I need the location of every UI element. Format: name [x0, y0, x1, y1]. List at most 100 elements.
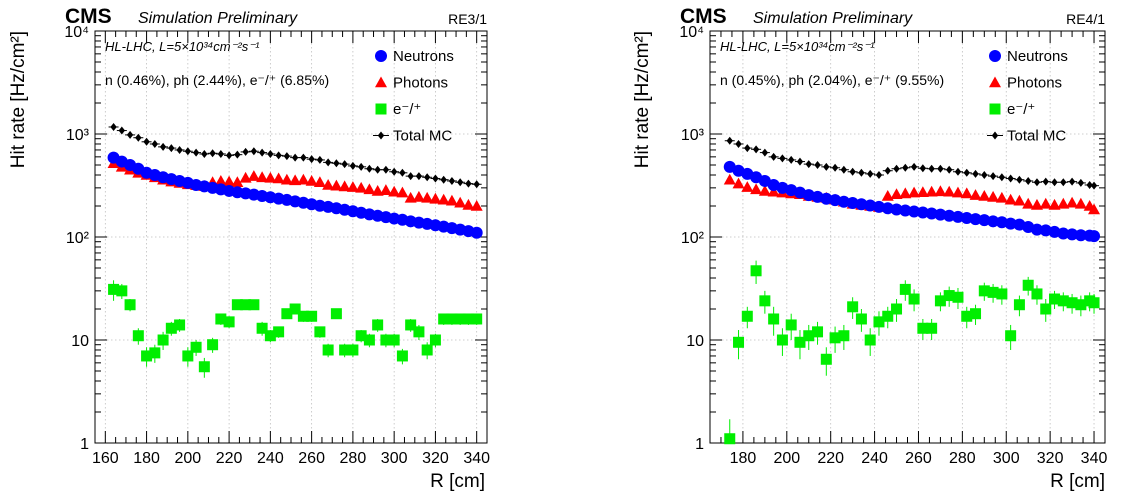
data-point: [1005, 330, 1017, 342]
data-point: [297, 173, 310, 185]
data-point: [231, 176, 244, 188]
data-point: [313, 176, 326, 188]
data-point: [951, 210, 964, 223]
data-point: [779, 154, 786, 163]
data-point: [1016, 175, 1023, 184]
data-point: [256, 171, 269, 183]
data-point: [281, 308, 293, 320]
data-point: [201, 149, 208, 158]
subtitle-label: Simulation Preliminary: [753, 10, 913, 27]
data-point: [390, 167, 398, 176]
y-tick-label: 10: [686, 333, 704, 350]
data-point: [159, 142, 167, 151]
data-point: [750, 183, 763, 195]
data-point: [891, 303, 903, 315]
data-point: [215, 313, 227, 325]
x-tick-label: 280: [949, 450, 976, 467]
data-point: [300, 153, 307, 162]
data-point: [379, 184, 392, 195]
data-point: [470, 199, 483, 211]
data-point: [108, 283, 120, 295]
data-point: [448, 176, 456, 185]
data-point: [890, 203, 903, 216]
data-point: [723, 173, 736, 185]
data-point: [322, 344, 334, 356]
data-point: [217, 149, 225, 158]
data-point: [388, 185, 401, 197]
x-tick-label: 240: [257, 450, 284, 467]
data-point: [954, 167, 962, 176]
data-point: [118, 126, 126, 135]
x-tick-label: 260: [905, 450, 932, 467]
y-axis-title: Hit rate [Hz/cm²]: [8, 31, 29, 168]
data-point: [421, 344, 433, 356]
data-point: [209, 149, 216, 158]
data-point: [396, 186, 409, 198]
luminosity-label: HL-LHC, L=5×10³⁴cm⁻²s⁻¹: [105, 39, 260, 54]
data-point: [902, 163, 909, 172]
data-point: [858, 168, 865, 177]
data-point: [1057, 197, 1070, 209]
data-point: [116, 285, 128, 297]
legend-entry: Neutrons: [375, 48, 454, 65]
data-point: [110, 122, 117, 131]
legend-label: e⁻/⁺: [1007, 101, 1035, 118]
data-point: [454, 196, 467, 208]
data-point: [744, 144, 751, 153]
x-tick-label: 180: [133, 450, 160, 467]
experiment-label: CMS: [65, 5, 112, 28]
data-point: [1066, 196, 1079, 208]
data-point: [987, 190, 1000, 202]
data-point: [176, 145, 183, 154]
data-point: [917, 322, 929, 334]
data-point: [733, 336, 745, 348]
data-point: [767, 185, 780, 197]
data-point: [149, 347, 161, 359]
x-tick-label: 340: [463, 450, 490, 467]
data-point: [264, 330, 276, 342]
data-point: [347, 344, 359, 356]
data-point: [382, 165, 390, 174]
data-point: [1066, 297, 1078, 309]
data-point: [445, 194, 458, 206]
data-point: [875, 170, 883, 179]
data-point: [126, 130, 134, 139]
data-point: [346, 181, 359, 192]
data-point: [943, 290, 955, 302]
data-point: [987, 215, 1000, 228]
data-point: [972, 169, 979, 178]
data-point: [978, 285, 990, 297]
data-point: [1030, 198, 1043, 210]
data-point: [413, 326, 425, 338]
data-point: [355, 181, 368, 193]
data-point: [465, 179, 472, 188]
legend-entry: Photons: [375, 75, 448, 92]
data-point: [462, 198, 475, 210]
data-point: [1033, 178, 1041, 187]
data-point: [308, 155, 315, 164]
data-point: [899, 283, 911, 295]
data-point: [916, 206, 929, 219]
series-e: [108, 280, 483, 378]
data-point: [1040, 303, 1052, 315]
legend-marker: [377, 131, 385, 140]
data-point: [184, 147, 192, 156]
data-point: [873, 316, 885, 328]
data-point: [473, 180, 480, 189]
data-point: [803, 330, 815, 342]
data-point: [768, 313, 780, 325]
data-point: [250, 147, 258, 156]
data-point: [1057, 295, 1069, 307]
x-tick-label: 160: [92, 450, 119, 467]
data-point: [322, 178, 335, 190]
data-point: [1051, 178, 1058, 187]
y-tick-label: 10²: [681, 230, 705, 247]
legend: Neutrons Photons e⁻/⁺ Total MC: [373, 48, 454, 145]
data-point: [840, 165, 848, 174]
data-point: [429, 192, 442, 204]
series-total-mc: [108, 122, 482, 189]
y-axis-ticks: 1 10 10² 10³ 10⁴: [64, 24, 487, 453]
data-point: [437, 193, 450, 205]
data-point: [223, 316, 235, 328]
x-axis-title: R [cm]: [1050, 471, 1105, 492]
